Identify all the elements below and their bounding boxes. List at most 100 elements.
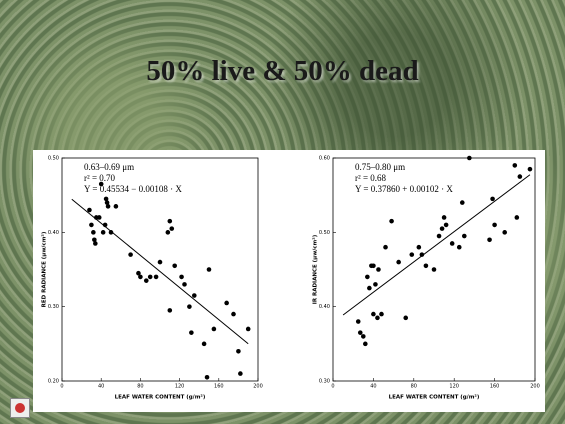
y-tick-label: 0.60 — [319, 156, 330, 162]
point — [492, 222, 497, 228]
y-tick-label: 0.30 — [48, 304, 59, 310]
point — [449, 241, 455, 246]
fit-line — [342, 174, 531, 316]
x-tick-label: 120 — [175, 384, 185, 390]
point — [103, 196, 109, 202]
point — [409, 252, 415, 257]
point — [517, 174, 523, 179]
point — [376, 267, 381, 272]
point — [204, 374, 210, 380]
point — [357, 330, 363, 335]
point — [443, 222, 449, 228]
point — [192, 293, 197, 298]
plot-frame — [332, 157, 536, 382]
point — [502, 230, 508, 235]
plot-frame — [61, 157, 259, 382]
point — [102, 222, 108, 228]
annotation: 0.63–0.69 μm — [84, 162, 134, 172]
point — [189, 330, 194, 335]
nav-icon[interactable] — [10, 398, 30, 418]
annotation: r² = 0.68 — [355, 173, 387, 183]
point — [459, 200, 465, 205]
point — [224, 300, 229, 306]
point — [147, 274, 153, 280]
x-tick-label: 0 — [60, 384, 63, 390]
point — [92, 237, 97, 243]
point — [527, 166, 533, 172]
point — [462, 233, 467, 239]
point — [96, 215, 102, 220]
fit-line — [71, 198, 249, 345]
x-tick-label: 200 — [253, 384, 263, 390]
point — [105, 204, 111, 209]
point — [98, 181, 104, 187]
y-tick-label: 0.40 — [48, 230, 59, 236]
x-tick-label: 160 — [490, 384, 500, 390]
point — [169, 226, 175, 231]
x-tick-label: 40 — [98, 384, 104, 390]
point — [138, 274, 143, 280]
annotation: r² = 0.70 — [84, 173, 116, 183]
panel-background — [33, 150, 545, 412]
slide-title: 50% live & 50% dead — [146, 55, 419, 87]
point — [211, 326, 217, 332]
point — [93, 241, 98, 246]
point — [187, 304, 192, 309]
point — [136, 270, 141, 276]
point — [383, 244, 388, 250]
point — [100, 230, 106, 235]
x-axis-label: LEAF WATER CONTENT (g/m²) — [115, 394, 206, 401]
point — [419, 252, 425, 257]
point — [231, 311, 236, 317]
x-tick-label: 120 — [449, 384, 459, 390]
point — [355, 319, 361, 324]
point — [487, 237, 492, 243]
point — [172, 263, 177, 269]
point — [91, 230, 96, 235]
y-axis-label: IR RADIANCE (μw/cm²) — [312, 234, 319, 304]
point — [167, 218, 173, 224]
point — [514, 215, 520, 220]
point — [389, 218, 394, 224]
point — [238, 371, 243, 376]
point — [182, 282, 187, 287]
point — [108, 230, 114, 235]
point — [104, 200, 110, 205]
point — [365, 274, 370, 280]
point — [403, 315, 409, 321]
x-tick-label: 80 — [411, 384, 417, 390]
icon-dot — [15, 403, 25, 413]
point — [245, 326, 251, 332]
point — [371, 263, 376, 269]
point — [128, 252, 133, 257]
point — [490, 196, 495, 202]
y-tick-label: 0.20 — [48, 379, 59, 385]
point — [423, 263, 429, 269]
point — [89, 222, 94, 228]
point — [371, 311, 376, 317]
point — [375, 315, 380, 321]
point — [467, 155, 472, 161]
point — [431, 267, 437, 272]
point — [87, 207, 92, 213]
point — [456, 244, 462, 250]
point — [363, 341, 368, 347]
point — [379, 311, 384, 317]
point — [143, 278, 149, 283]
annotation: Y = 0.45534 − 0.00108 · X — [84, 184, 182, 194]
y-tick-label: 0.40 — [319, 304, 330, 310]
point — [236, 348, 241, 354]
y-tick-label: 0.50 — [48, 156, 59, 162]
point — [113, 204, 119, 209]
y-tick-label: 0.30 — [319, 379, 330, 385]
point — [361, 334, 366, 339]
point — [396, 259, 401, 265]
point — [367, 285, 372, 291]
x-tick-label: 80 — [137, 384, 143, 390]
point — [167, 308, 173, 313]
point — [439, 226, 445, 231]
point — [206, 267, 212, 272]
point — [153, 274, 159, 280]
x-tick-label: 40 — [370, 384, 376, 390]
